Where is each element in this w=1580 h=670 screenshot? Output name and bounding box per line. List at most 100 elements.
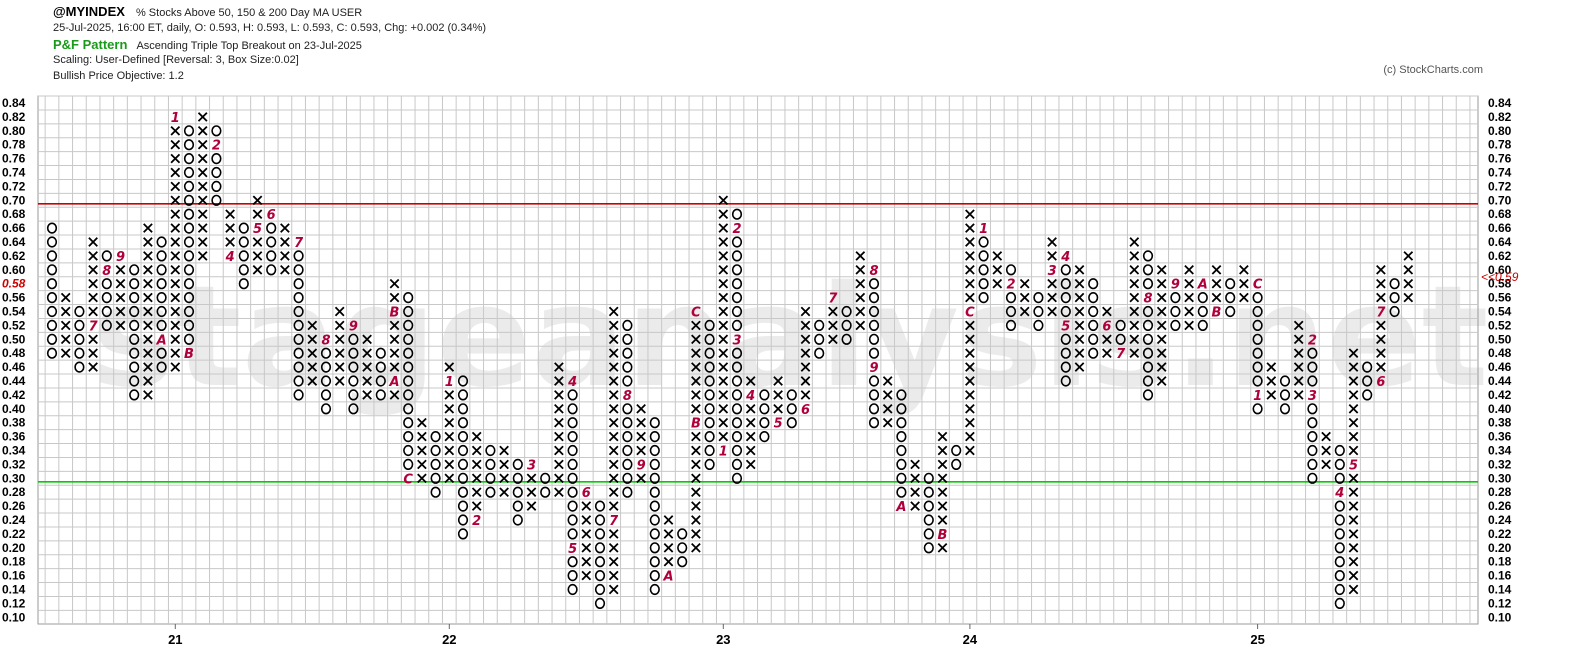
y-tick-label-left: 0.30 (2, 471, 26, 485)
month-marker: 2 (212, 139, 221, 154)
y-tick-label-right: 0.32 (1488, 457, 1512, 471)
o-box (896, 486, 907, 498)
x-box (718, 431, 729, 442)
x-box (1019, 306, 1030, 317)
x-box (937, 542, 948, 553)
o-box (183, 236, 195, 248)
o-box (1334, 514, 1345, 526)
x-box (170, 348, 181, 359)
x-box (581, 501, 592, 511)
x-box (718, 209, 729, 220)
x-box (1156, 264, 1167, 275)
o-box (649, 514, 660, 526)
o-box (896, 472, 907, 484)
o-box (1389, 278, 1400, 290)
y-tick-label-left: 0.64 (2, 235, 26, 249)
x-box (362, 390, 372, 400)
o-box (868, 417, 880, 429)
x-box (197, 139, 208, 150)
o-box (1252, 375, 1263, 387)
o-box (1307, 361, 1318, 373)
y-tick-label-right: 0.10 (1488, 610, 1512, 624)
o-box (731, 208, 743, 220)
o-box (567, 403, 578, 415)
x-box (1376, 264, 1386, 275)
x-box (1102, 348, 1112, 359)
o-box (923, 528, 934, 540)
x-box (718, 362, 729, 372)
x-box (252, 251, 263, 261)
y-tick-label-left: 0.16 (2, 569, 26, 583)
x-box (800, 306, 811, 317)
x-box (60, 348, 71, 359)
o-box (731, 472, 743, 484)
o-box (1362, 375, 1373, 387)
month-marker: 1 (445, 375, 454, 390)
x-box (855, 292, 866, 303)
month-marker: 9 (349, 319, 358, 334)
x-box (1321, 431, 1331, 442)
o-box (622, 319, 633, 332)
o-box (129, 347, 140, 359)
o-box (786, 417, 797, 429)
o-box (1088, 347, 1099, 359)
x-box (307, 376, 318, 386)
x-box (1376, 334, 1386, 345)
month-marker: A (895, 500, 906, 515)
x-tick-label: 24 (963, 632, 978, 647)
o-box (704, 403, 715, 415)
x-box (143, 334, 153, 345)
o-box (512, 472, 523, 484)
x-box (581, 570, 592, 581)
o-box (1279, 403, 1291, 415)
o-box (923, 500, 934, 512)
month-marker: 4 (745, 389, 755, 404)
month-marker: 8 (102, 264, 111, 279)
x-box (1211, 264, 1222, 275)
x-box (855, 264, 866, 275)
x-box (1047, 278, 1057, 289)
o-box (567, 444, 578, 457)
x-box (937, 501, 948, 511)
o-box (430, 472, 441, 484)
x-box (1047, 306, 1057, 317)
x-box (499, 487, 509, 498)
month-marker: 8 (623, 389, 632, 404)
x-box (636, 473, 646, 484)
x-box (444, 403, 455, 414)
o-box (46, 333, 58, 345)
x-box (197, 251, 208, 261)
x-box (800, 390, 811, 400)
month-marker: C (1253, 278, 1263, 293)
o-box (348, 361, 359, 373)
x-box (1156, 376, 1167, 386)
y-tick-label-right: 0.66 (1488, 221, 1512, 235)
o-box (485, 472, 496, 484)
x-box (937, 515, 948, 525)
x-box (143, 264, 153, 275)
o-box (923, 514, 934, 526)
o-box (266, 264, 277, 276)
month-marker: C (403, 472, 413, 487)
o-box (978, 292, 989, 304)
x-box (691, 542, 701, 553)
x-box (1074, 306, 1085, 317)
x-box (1129, 264, 1140, 275)
x-box (197, 209, 208, 220)
y-tick-label-left: 0.68 (2, 207, 26, 221)
o-box (403, 403, 414, 415)
o-box (868, 292, 880, 304)
x-box (1321, 445, 1331, 456)
o-box (183, 194, 195, 206)
month-marker: 2 (1006, 278, 1015, 293)
o-box (293, 264, 304, 276)
x-box (745, 376, 756, 386)
x-box (1074, 348, 1085, 359)
x-box (334, 320, 345, 331)
o-box (841, 319, 852, 332)
y-tick-label-right: 0.70 (1488, 193, 1512, 207)
o-box (704, 389, 715, 401)
o-box (457, 514, 469, 526)
o-box (731, 292, 743, 304)
x-box (745, 431, 756, 442)
